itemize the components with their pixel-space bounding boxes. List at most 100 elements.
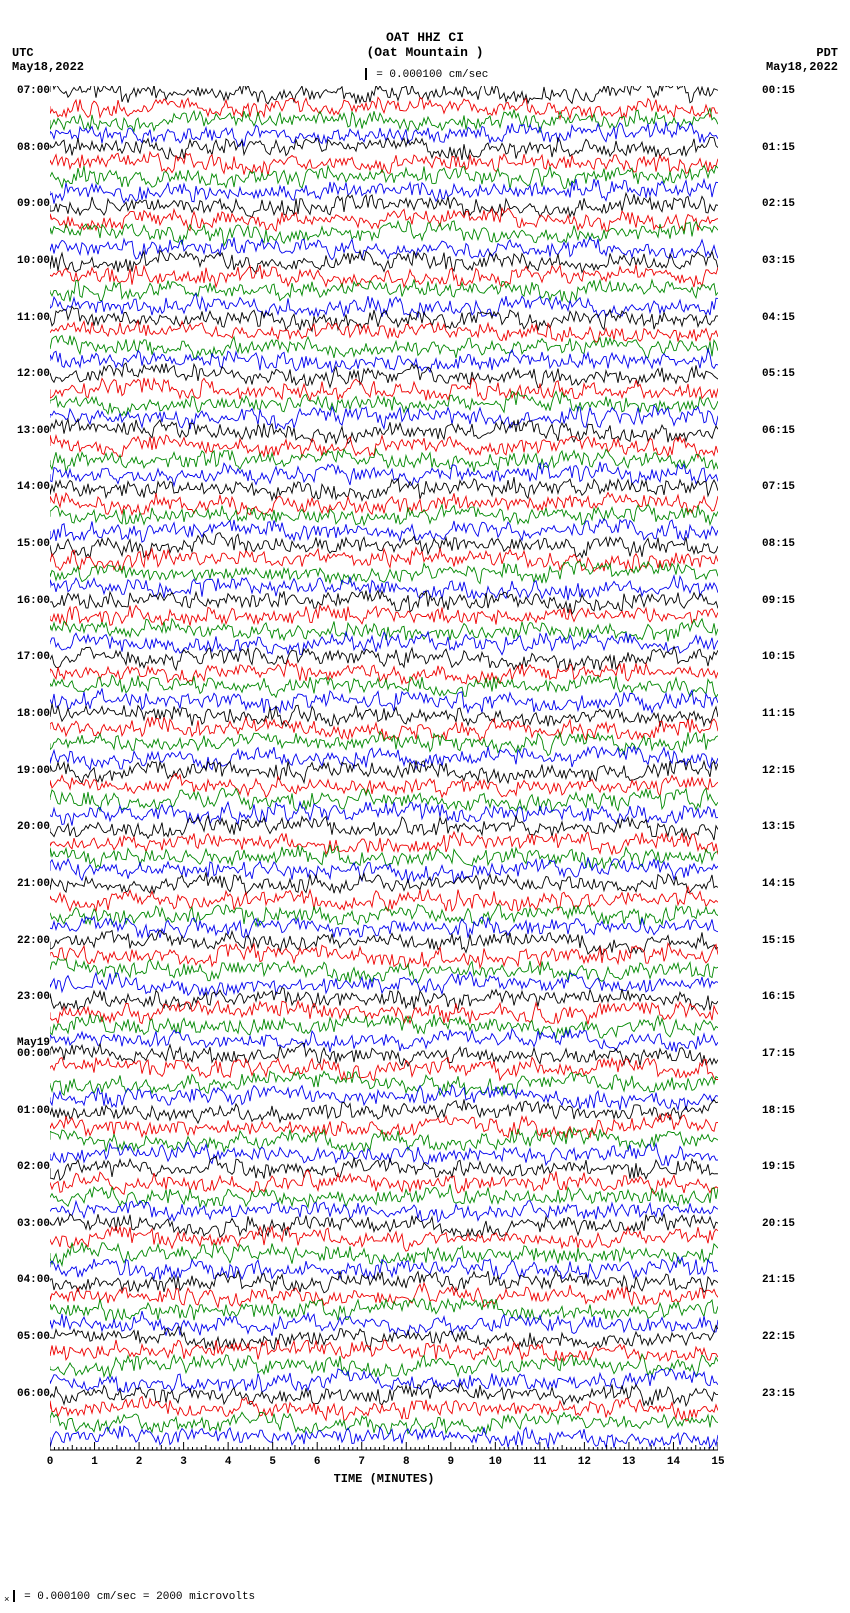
seismic-trace	[50, 1298, 718, 1321]
seismic-trace	[50, 179, 718, 204]
seismic-trace	[50, 336, 718, 359]
seismic-trace	[50, 1426, 718, 1448]
footer-text: = 0.000100 cm/sec = 2000 microvolts	[24, 1591, 255, 1603]
right-tz: PDT	[816, 46, 838, 60]
seismic-trace	[50, 761, 718, 784]
right-time-label: 19:15	[762, 1161, 795, 1173]
left-time-label: 21:00	[17, 878, 50, 890]
scale-legend: = 0.000100 cm/sec	[0, 68, 850, 81]
left-time-label: 15:00	[17, 538, 50, 550]
x-axis-title: TIME (MINUTES)	[50, 1472, 718, 1486]
right-time-label: 17:15	[762, 1048, 795, 1060]
seismic-trace	[50, 1184, 718, 1207]
seismic-trace	[50, 152, 718, 175]
x-tick: 11	[533, 1456, 546, 1468]
seismic-trace	[50, 208, 718, 231]
right-time-label: 22:15	[762, 1331, 795, 1343]
left-time-label: 05:00	[17, 1331, 50, 1343]
left-time-label: 10:00	[17, 255, 50, 267]
x-tick: 9	[447, 1456, 454, 1468]
seismic-trace	[50, 493, 718, 515]
left-time-label: 01:00	[17, 1105, 50, 1117]
left-time-label: 02:00	[17, 1161, 50, 1173]
x-tick: 2	[136, 1456, 143, 1468]
seismic-trace	[50, 917, 718, 938]
x-tick: 6	[314, 1456, 321, 1468]
left-time-label: 13:00	[17, 425, 50, 437]
seismic-trace	[50, 137, 718, 160]
x-tick: 13	[622, 1456, 635, 1468]
left-time-label: 14:00	[17, 481, 50, 493]
x-tick: 0	[47, 1456, 54, 1468]
seismic-trace	[50, 675, 718, 697]
x-tick: 7	[358, 1456, 365, 1468]
left-time-label: 09:00	[17, 198, 50, 210]
seismic-trace	[50, 788, 718, 811]
x-tick: 1	[91, 1456, 98, 1468]
seismic-trace	[50, 294, 718, 318]
seismic-trace	[50, 321, 718, 342]
seismic-trace	[50, 435, 718, 457]
seismic-trace	[50, 1170, 718, 1194]
seismogram-container: OAT HHZ CI (Oat Mountain ) = 0.000100 cm…	[0, 0, 850, 1613]
x-tick: 14	[667, 1456, 680, 1468]
left-time-label: 16:00	[17, 595, 50, 607]
seismic-trace	[50, 1326, 718, 1350]
seismic-trace	[50, 1412, 718, 1433]
x-tick: 8	[403, 1456, 410, 1468]
x-tick: 3	[180, 1456, 187, 1468]
left-time-label: 17:00	[17, 651, 50, 663]
seismic-trace	[50, 562, 718, 584]
right-time-label: 23:15	[762, 1388, 795, 1400]
footer-scale: × = 0.000100 cm/sec = 2000 microvolts	[4, 1590, 255, 1605]
seismic-trace	[50, 972, 718, 996]
right-time-label: 14:15	[762, 878, 795, 890]
seismic-trace	[50, 477, 718, 500]
seismic-trace	[50, 619, 718, 642]
station-header: OAT HHZ CI (Oat Mountain )	[0, 30, 850, 60]
right-time-label: 02:15	[762, 198, 795, 210]
seismic-trace	[50, 166, 718, 190]
right-time-label: 03:15	[762, 255, 795, 267]
right-time-label: 00:15	[762, 85, 795, 97]
right-time-label: 12:15	[762, 765, 795, 777]
right-time-label: 18:15	[762, 1105, 795, 1117]
scale-bar-icon	[13, 1590, 15, 1602]
seismic-trace	[50, 1156, 718, 1180]
left-time-label: 20:00	[17, 821, 50, 833]
left-tz: UTC	[12, 46, 34, 60]
x-tick: 10	[489, 1456, 502, 1468]
right-time-label: 13:15	[762, 821, 795, 833]
right-time-label: 05:15	[762, 368, 795, 380]
x-tick: 4	[225, 1456, 232, 1468]
seismic-trace	[50, 732, 718, 756]
x-tick: 5	[269, 1456, 276, 1468]
right-time-label: 11:15	[762, 708, 795, 720]
seismic-trace	[50, 816, 718, 840]
left-time-label: 07:00	[17, 85, 50, 97]
left-time-label: 19:00	[17, 765, 50, 777]
seismic-trace	[50, 591, 718, 615]
left-time-label: 18:00	[17, 708, 50, 720]
right-time-label: 04:15	[762, 312, 795, 324]
seismic-trace	[50, 1099, 718, 1123]
left-date: May18,2022	[12, 60, 84, 74]
seismic-trace	[50, 704, 718, 727]
scale-bar-icon	[365, 68, 367, 80]
seismic-trace	[50, 1014, 718, 1038]
seismic-trace	[50, 405, 718, 429]
right-time-label: 07:15	[762, 481, 795, 493]
left-time-label: 12:00	[17, 368, 50, 380]
seismogram-plot	[50, 86, 718, 1446]
left-time-label: 04:00	[17, 1274, 50, 1286]
right-time-label: 08:15	[762, 538, 795, 550]
right-time-label: 15:15	[762, 935, 795, 947]
left-time-label: 23:00	[17, 991, 50, 1003]
seismic-trace	[50, 1128, 718, 1152]
seismic-trace	[50, 1214, 718, 1238]
right-time-label: 21:15	[762, 1274, 795, 1286]
left-time-label: 03:00	[17, 1218, 50, 1230]
seismic-trace	[50, 1354, 718, 1377]
seismic-trace	[50, 237, 718, 259]
seismic-trace	[50, 221, 718, 246]
